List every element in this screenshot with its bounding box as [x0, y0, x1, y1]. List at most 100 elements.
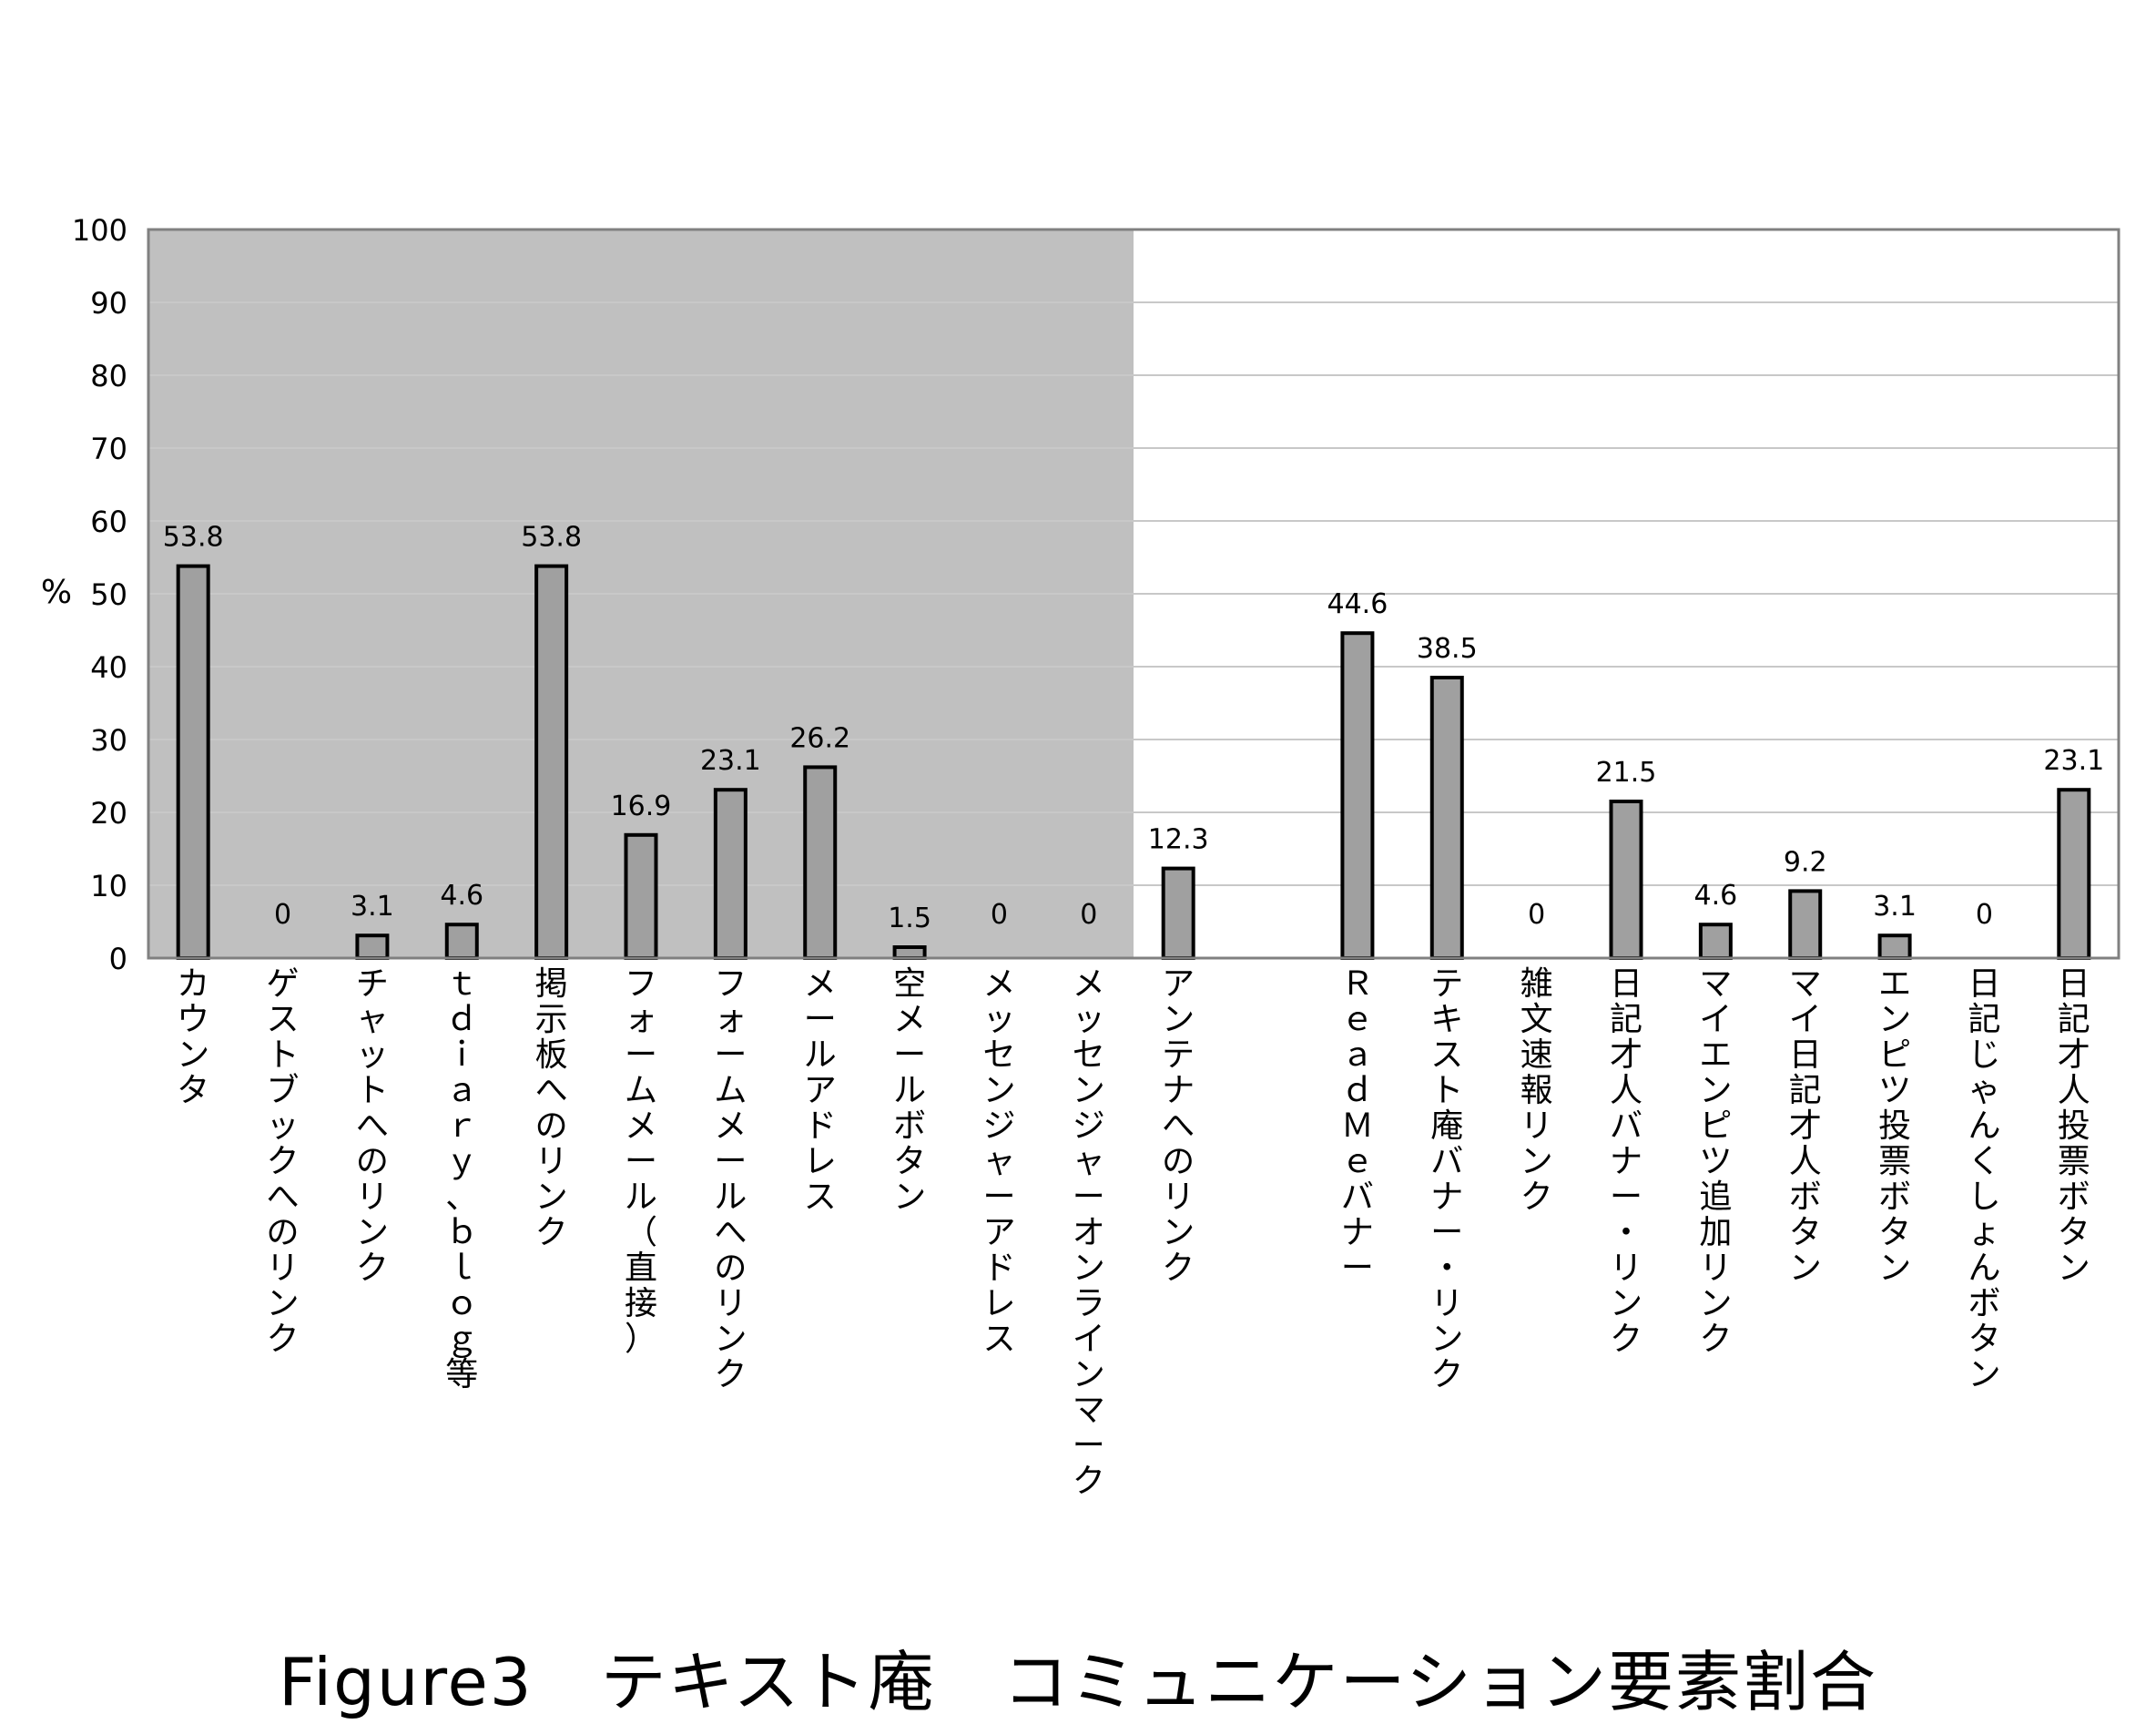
bar	[624, 832, 658, 960]
x-tick-label-char: マ	[1073, 1392, 1105, 1429]
x-tick-label-char: ッ	[982, 1001, 1015, 1038]
x-tick-label-char: ー	[1341, 1250, 1374, 1287]
x-tick-label-char: ー	[714, 1143, 747, 1180]
gridlines	[148, 301, 2119, 886]
y-tick-label: 0	[109, 942, 127, 976]
x-tick-label-char: ａ	[1341, 1036, 1374, 1074]
x-tick-label-char: ボ	[1789, 1178, 1822, 1216]
x-tick-label-char: （	[625, 1214, 657, 1251]
bar	[176, 564, 210, 960]
x-tick-label-char: メ	[804, 965, 837, 1003]
x-tick-label-char: リ	[714, 1285, 747, 1322]
x-tick-label-char: 票	[1878, 1143, 1911, 1180]
data-label: 0	[274, 899, 291, 931]
x-tick-label-char: の	[356, 1143, 389, 1180]
bar	[1429, 676, 1464, 960]
x-tick-label-char: ー	[1610, 1178, 1642, 1216]
x-tick-label-char: ン	[1073, 1356, 1105, 1393]
x-tick-label-char: ボ	[1968, 1285, 2000, 1322]
y-tick-label: 80	[90, 359, 127, 393]
x-tick-label-char: 等	[445, 1356, 478, 1393]
y-tick-label: 100	[72, 213, 127, 248]
data-label: 0	[1528, 899, 1545, 931]
data-label: 3.1	[1873, 891, 1917, 923]
x-tick-label-char: リ	[1610, 1250, 1642, 1287]
bar	[2057, 788, 2091, 961]
y-tick-label: 10	[90, 869, 127, 903]
data-label: 38.5	[1417, 633, 1478, 665]
x-tick-label-char: ン	[1878, 1001, 1911, 1038]
x-tick-label-char: タ	[1878, 1214, 1911, 1251]
x-tick-label-char: リ	[356, 1178, 389, 1216]
data-label: 12.3	[1148, 824, 1209, 856]
x-tick-label-char: ウ	[177, 1001, 209, 1038]
x-tick-label-char: エ	[1878, 965, 1911, 1003]
x-tick-label-char: 日	[1610, 965, 1642, 1003]
x-tick-label-char: カ	[177, 965, 209, 1003]
x-tick-label-char: 才	[1610, 1036, 1642, 1074]
data-label: 21.5	[1596, 757, 1657, 789]
data-label: 4.6	[1694, 880, 1738, 912]
x-tick-label-char: ン	[1878, 1250, 1911, 1287]
x-tick-label-char: 示	[535, 1001, 568, 1038]
x-tick-label-char: ル	[625, 1178, 657, 1216]
x-tick-label-char: テ	[1162, 1036, 1195, 1074]
x-tick-label-char: ナ	[1162, 1072, 1195, 1109]
bar	[534, 564, 569, 960]
x-tick-label-char: へ	[267, 1178, 300, 1216]
x-tick-label-char: ボ	[1878, 1178, 1911, 1216]
x-tick-label-char: ゲ	[267, 965, 300, 1003]
x-tick-label-char: ボ	[2058, 1178, 2090, 1216]
data-label: 26.2	[789, 722, 850, 754]
x-tick-label-char: の	[1162, 1143, 1195, 1180]
plot-border	[147, 228, 2120, 960]
y-tick-label: 20	[90, 796, 127, 831]
x-tick-label-char: ｒ	[445, 1107, 478, 1145]
data-label: 53.8	[163, 522, 224, 554]
x-tick-label-char: ナ	[1341, 1214, 1374, 1251]
x-tick-label-char: ク	[356, 1250, 389, 1287]
data-label: 9.2	[1784, 846, 1827, 878]
x-tick-label-char: ト	[1430, 1072, 1463, 1109]
x-tick-label-char: ン	[893, 1178, 926, 1216]
data-labels: 53.8 0 3.1 4.6 53.8 16.9 23.1 26.2 1.5 0 0 12.3 44.6…	[163, 522, 2104, 934]
bar	[1340, 631, 1375, 960]
x-tick-label-char: ャ	[1073, 1143, 1105, 1180]
x-tick-label-char: ｏ	[445, 1285, 478, 1322]
bar	[803, 765, 838, 961]
y-tick-label: 90	[90, 286, 127, 321]
x-tick-label-char: ク	[535, 1214, 568, 1251]
x-tick-label-char: ブ	[267, 1072, 300, 1109]
bar	[1609, 800, 1643, 960]
x-tick-label-char: 日	[2058, 965, 2090, 1003]
x-tick-label-char: ・	[1430, 1250, 1463, 1287]
x-tick-label-char: ル	[804, 1036, 837, 1074]
x-tick-label-char: 文	[1520, 1001, 1553, 1038]
x-tick-label-char: リ	[1520, 1107, 1553, 1145]
bar	[444, 923, 479, 961]
x-tick-label-char: 票	[2058, 1143, 2090, 1180]
x-tick-label-char: ｄ	[445, 1001, 478, 1038]
x-tick-label-char: ー	[625, 1143, 657, 1180]
x-tick-label-char: 掲	[535, 965, 568, 1003]
x-tick-label-char: へ	[356, 1107, 389, 1145]
x-tick-label-char: ん	[1968, 1250, 2000, 1287]
x-tick-label-char: ク	[1073, 1463, 1105, 1500]
bar	[1161, 866, 1195, 960]
x-tick-label-char: イ	[1073, 1321, 1105, 1358]
x-tick-label-char: へ	[535, 1072, 568, 1109]
x-tick-label-char: ク	[1610, 1321, 1642, 1358]
x-tick-label-char: メ	[1073, 965, 1105, 1003]
x-tick-label-char: ン	[1162, 1001, 1195, 1038]
bar	[355, 933, 390, 960]
x-tick-label-char: ア	[982, 1214, 1015, 1251]
x-tick-label-char: ー	[982, 1178, 1015, 1216]
x-tick-label-char: 空	[893, 965, 926, 1003]
x-tick-label-char: リ	[1430, 1285, 1463, 1322]
bar	[1788, 889, 1823, 961]
x-tick-label-char: リ	[267, 1250, 300, 1287]
x-tick-label-char: 加	[1699, 1214, 1732, 1251]
x-tick-label-char: ン	[177, 1036, 209, 1074]
x-tick-label-char: Ｍ	[1341, 1107, 1374, 1145]
